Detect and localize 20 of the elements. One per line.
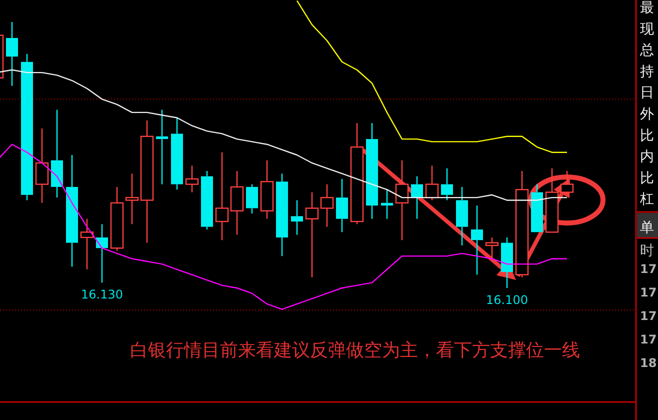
text: 17: — [640, 309, 658, 323]
text: 17: — [640, 332, 658, 346]
annotation: 16.130 — [81, 288, 123, 302]
text: 比 — [640, 170, 654, 186]
text: 现 — [640, 21, 654, 38]
text: 17: — [640, 262, 658, 276]
text: 外 — [640, 106, 654, 122]
text: 白银行情目前来看建议反弹做空为主，看下方支撑位一线 — [130, 340, 580, 360]
text: 内 — [640, 149, 654, 166]
text: 比 — [640, 128, 654, 144]
text: 时 — [640, 243, 654, 259]
text: 持 — [640, 64, 654, 80]
text: 总 — [639, 42, 654, 59]
text: 18: — [640, 356, 658, 370]
annotation: 16.100 — [486, 293, 528, 307]
text: 单 — [640, 220, 654, 236]
text: 最 — [640, 0, 654, 16]
text: 17: — [640, 286, 658, 300]
text: 杠 — [639, 192, 654, 208]
text: 日 — [640, 85, 654, 102]
